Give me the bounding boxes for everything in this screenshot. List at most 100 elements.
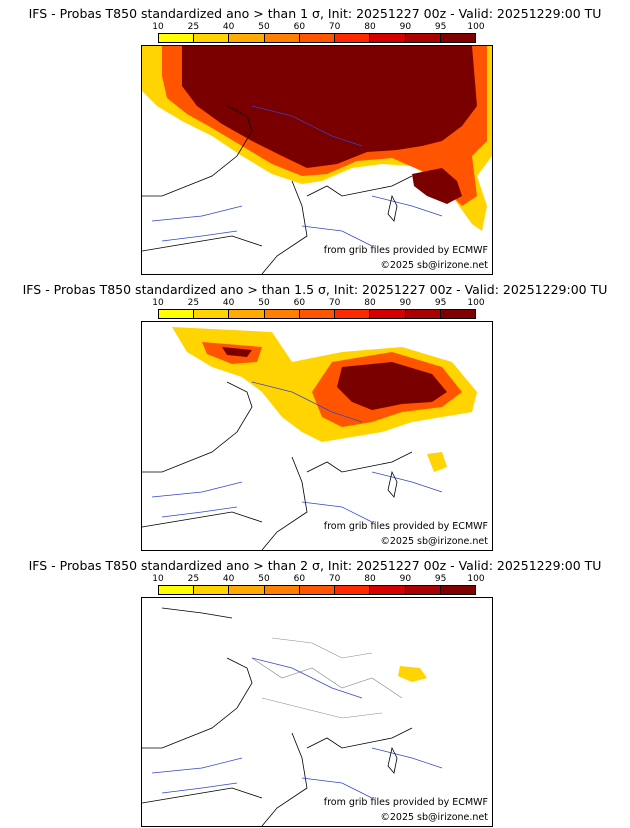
- probability-map: from grib files provided by ECMWF ©2025 …: [141, 321, 493, 551]
- colorbar-tick-label: 90: [399, 574, 412, 584]
- source-credit: from grib files provided by ECMWF: [323, 521, 488, 532]
- colorbar-swatch: [440, 586, 475, 594]
- colorbar-tick-label: 60: [293, 22, 306, 32]
- panel-title: IFS - Probas T850 standardized ano > tha…: [22, 282, 608, 297]
- river-lines: [151, 381, 443, 523]
- colorbar-tick-label: 95: [434, 22, 447, 32]
- map-panel-1: IFS - Probas T850 standardized ano > tha…: [0, 0, 630, 276]
- colorbar-tick-label: 10: [152, 298, 164, 308]
- source-credit: from grib files provided by ECMWF: [323, 245, 488, 256]
- colorbar-swatch: [370, 586, 406, 594]
- prob-area-orange: [202, 342, 462, 427]
- colorbar: 10 25 40 50 60 70 80 90 95 100: [152, 574, 485, 595]
- colorbar-swatch: [370, 310, 406, 318]
- river-lines: [151, 657, 443, 799]
- colorbar-swatch: [159, 586, 195, 594]
- colorbar-tick-label: 80: [364, 574, 376, 584]
- colorbar-tick-label: 10: [152, 574, 164, 584]
- colorbar-labels: 10 25 40 50 60 70 80 90 95 100: [152, 22, 484, 33]
- colorbar-tick-label: 25: [187, 22, 200, 32]
- colorbar-swatch: [335, 34, 371, 42]
- colorbar-tick-label: 25: [187, 574, 200, 584]
- colorbar-tick-label: 10: [152, 22, 164, 32]
- colorbar-swatch: [440, 310, 475, 318]
- coastline: [142, 607, 413, 826]
- colorbar-swatch: [159, 34, 195, 42]
- source-credit: from grib files provided by ECMWF: [323, 797, 488, 808]
- colorbar-tick-label: 40: [222, 574, 235, 584]
- map-canvas: [142, 46, 492, 274]
- colorbar-tick-label: 50: [258, 22, 270, 32]
- colorbar-swatch: [194, 586, 230, 594]
- coastline: [142, 105, 413, 274]
- colorbar-tick-label: 90: [399, 22, 412, 32]
- colorbar-swatches: [158, 585, 476, 595]
- colorbar-swatch: [405, 310, 441, 318]
- colorbar-tick-label: 40: [222, 22, 235, 32]
- colorbar-tick-label: 50: [258, 574, 270, 584]
- colorbar-swatch: [264, 586, 300, 594]
- colorbar-tick-label: 40: [222, 298, 235, 308]
- colorbar-swatch: [264, 34, 300, 42]
- colorbar-tick-label: 95: [434, 298, 447, 308]
- copyright: ©2025 sb@irizone.net: [380, 812, 488, 823]
- colorbar-swatch: [299, 34, 336, 42]
- colorbar-swatch: [405, 34, 441, 42]
- prob-area-yellow: [398, 666, 427, 682]
- copyright: ©2025 sb@irizone.net: [380, 260, 488, 271]
- map-panel-3: IFS - Probas T850 standardized ano > tha…: [0, 552, 630, 828]
- colorbar-swatches: [158, 309, 476, 319]
- copyright: ©2025 sb@irizone.net: [380, 536, 488, 547]
- river-lines: [151, 105, 443, 247]
- prob-area-yellow-corsica: [427, 452, 447, 472]
- colorbar: 10 25 40 50 60 70 80 90 95 100: [152, 22, 485, 43]
- colorbar-swatch: [159, 310, 195, 318]
- border-lines: [251, 637, 403, 719]
- colorbar-swatch: [229, 586, 265, 594]
- colorbar-labels: 10 25 40 50 60 70 80 90 95 100: [152, 298, 484, 309]
- colorbar-labels: 10 25 40 50 60 70 80 90 95 100: [152, 574, 484, 585]
- colorbar-tick-label: 95: [434, 574, 447, 584]
- colorbar: 10 25 40 50 60 70 80 90 95 100: [152, 298, 485, 319]
- colorbar-swatch: [229, 34, 265, 42]
- island-corsica: [387, 194, 398, 222]
- colorbar-tick-label: 80: [364, 22, 376, 32]
- coastline: [142, 381, 413, 550]
- prob-area-darkred: [182, 46, 477, 168]
- colorbar-swatch: [194, 34, 230, 42]
- colorbar-swatch: [405, 586, 441, 594]
- colorbar-swatch: [299, 586, 336, 594]
- colorbar-tick-label: 25: [187, 298, 200, 308]
- island-corsica: [387, 746, 398, 774]
- island-corsica: [387, 470, 398, 498]
- probability-map: from grib files provided by ECMWF ©2025 …: [141, 597, 493, 827]
- colorbar-tick-label: 60: [293, 574, 306, 584]
- colorbar-swatch: [370, 34, 406, 42]
- colorbar-tick-label: 70: [328, 22, 341, 32]
- panel-title: IFS - Probas T850 standardized ano > tha…: [28, 6, 602, 21]
- colorbar-tick-label: 80: [364, 298, 376, 308]
- colorbar-tick-label: 70: [328, 298, 341, 308]
- colorbar-tick-label: 70: [328, 574, 341, 584]
- probability-map: from grib files provided by ECMWF ©2025 …: [141, 45, 493, 275]
- prob-area-darkred-south: [412, 168, 462, 204]
- prob-area-darkred: [222, 347, 447, 410]
- colorbar-swatch: [229, 310, 265, 318]
- colorbar-tick-label: 50: [258, 298, 270, 308]
- colorbar-swatch: [335, 310, 371, 318]
- colorbar-tick-label: 90: [399, 298, 412, 308]
- colorbar-tick-label: 100: [467, 574, 485, 584]
- colorbar-swatch: [194, 310, 230, 318]
- colorbar-tick-label: 100: [467, 298, 485, 308]
- colorbar-swatches: [158, 33, 476, 43]
- map-canvas: [142, 607, 443, 826]
- colorbar-swatch: [299, 310, 336, 318]
- panel-title: IFS - Probas T850 standardized ano > tha…: [28, 558, 602, 573]
- map-canvas: [142, 327, 477, 550]
- colorbar-swatch: [440, 34, 475, 42]
- colorbar-tick-label: 60: [293, 298, 306, 308]
- map-panel-2: IFS - Probas T850 standardized ano > tha…: [0, 276, 630, 552]
- colorbar-swatch: [264, 310, 300, 318]
- colorbar-swatch: [335, 586, 371, 594]
- colorbar-tick-label: 100: [467, 22, 485, 32]
